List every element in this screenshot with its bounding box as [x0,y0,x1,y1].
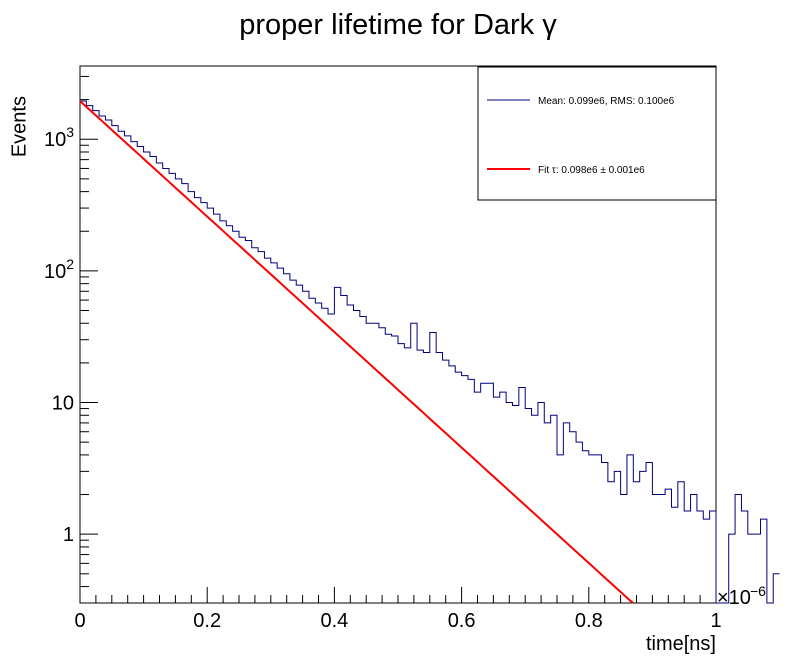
y-tick-label: 102 [44,256,74,283]
x-tick-label: 1 [710,610,721,632]
x-axis-label: time[ns] [646,633,716,655]
x-axis: 0 0.2 0.4 0.6 0.8 1 [74,587,722,632]
x-axis-exponent-power: −6 [750,583,766,599]
x-tick-label: 0 [74,610,85,632]
y-axis-label: Events [8,96,30,157]
legend-box [477,66,717,201]
y-tick-label: 1 [63,524,74,546]
x-tick-label: 0.8 [575,610,603,632]
legend-entry-histogram: Mean: 0.099e6, RMS: 0.100e6 [538,96,675,107]
x-axis-exponent-base: ×10 [717,587,751,609]
fit-curve [79,100,634,604]
legend: Mean: 0.099e6, RMS: 0.100e6 Fit τ: 0.098… [477,66,717,201]
y-tick-label: 10 [52,393,74,415]
y-tick-label: 103 [44,124,74,151]
x-tick-label: 0.6 [448,610,476,632]
x-axis-exponent: ×10 −6 [717,583,766,609]
y-axis: 1 10 102 103 [44,75,98,604]
x-tick-label: 0.2 [193,610,221,632]
x-tick-label: 0.4 [320,610,348,632]
chart-title: proper lifetime for Dark γ [239,9,557,41]
legend-entry-fit: Fit τ: 0.098e6 ± 0.001e6 [538,165,645,176]
histogram-series [80,100,780,604]
